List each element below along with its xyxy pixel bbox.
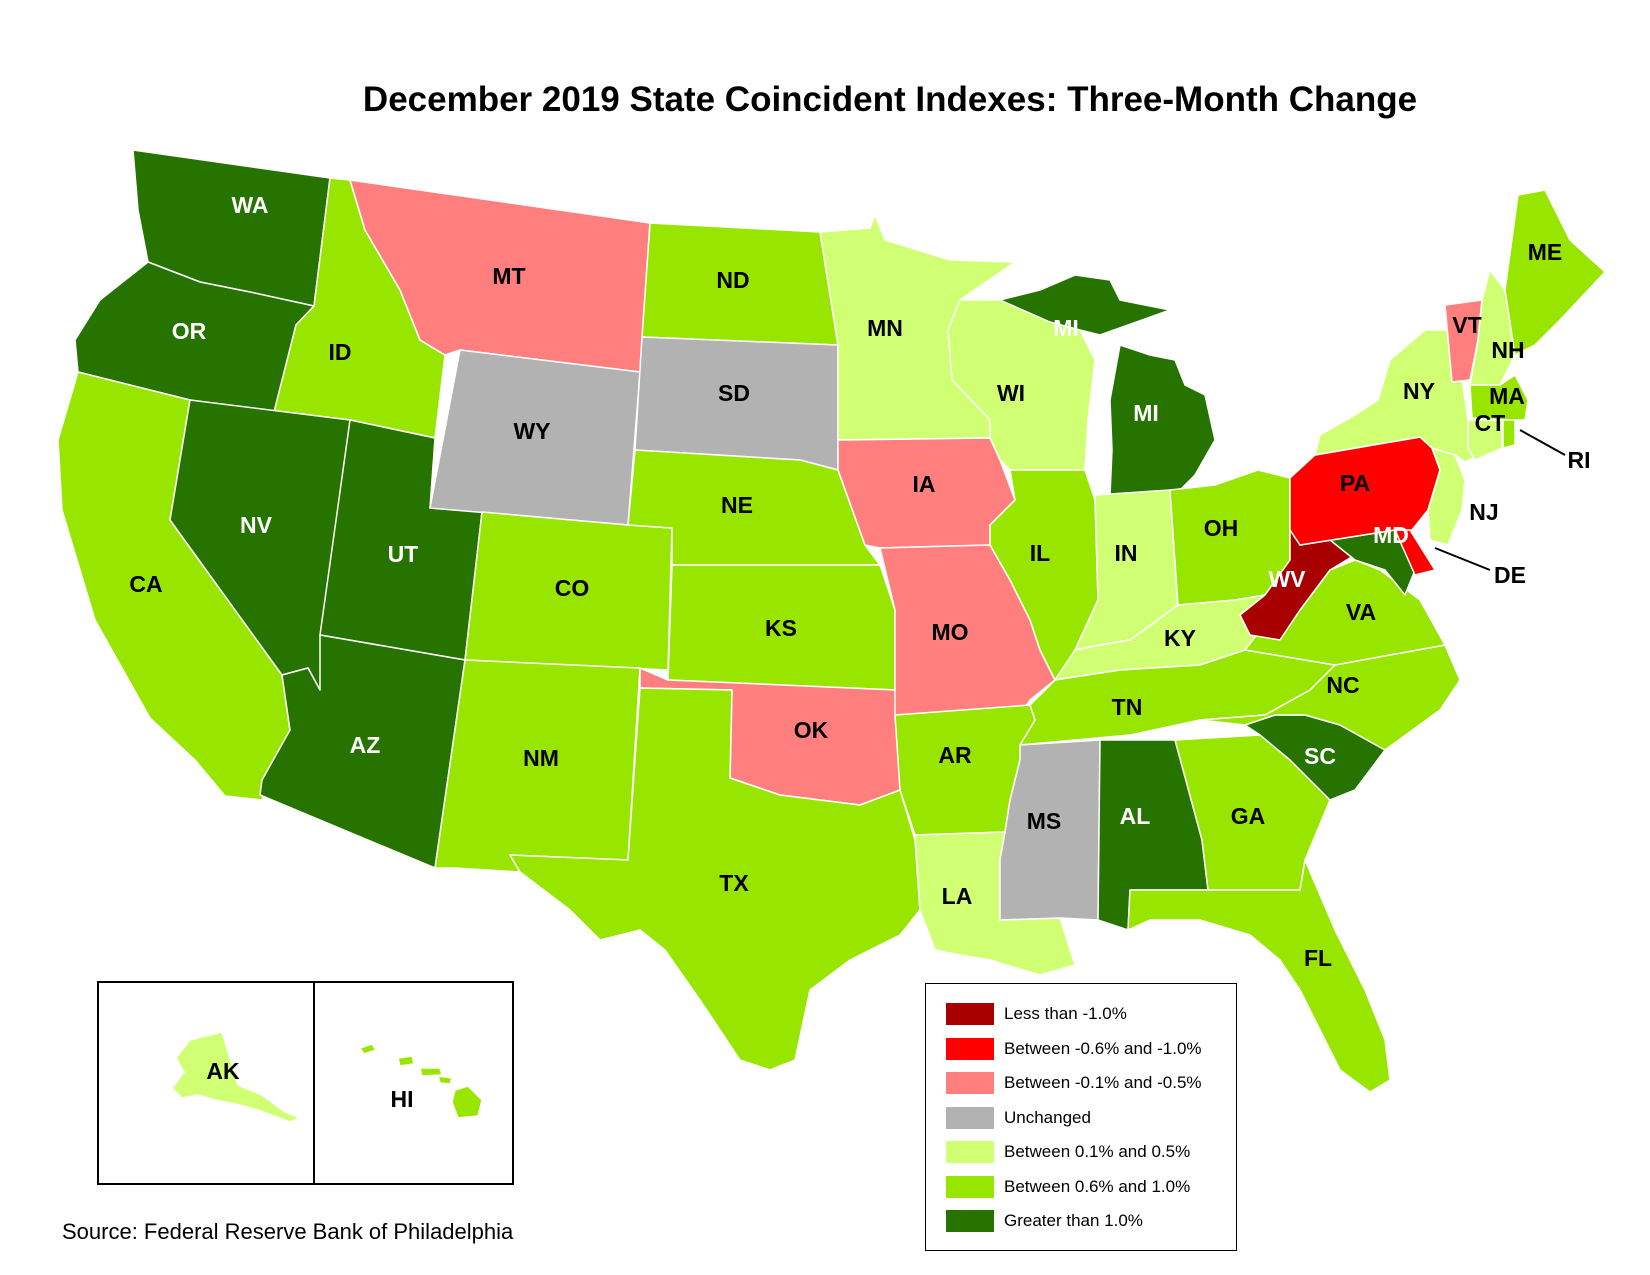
label-ny: NY [1403, 378, 1435, 404]
label-nh: NH [1491, 337, 1524, 363]
legend-item: Between -0.1% and -0.5% [946, 1071, 1202, 1095]
label-hi: HI [391, 1086, 414, 1112]
label-ia: IA [913, 471, 936, 497]
map-title: December 2019 State Coincident Indexes: … [362, 80, 1418, 119]
state-ri[interactable] [1502, 419, 1516, 449]
legend-label: Greater than 1.0% [1004, 1211, 1143, 1230]
label-mt: MT [492, 263, 525, 289]
label-co: CO [555, 575, 590, 601]
legend-swatch [946, 1175, 994, 1198]
legend-item: Between 0.6% and 1.0% [946, 1175, 1190, 1199]
label-ct: CT [1475, 410, 1506, 436]
label-al: AL [1120, 803, 1151, 829]
label-pa: PA [1340, 470, 1370, 496]
label-mi: MI [1053, 315, 1079, 341]
legend-swatch [946, 1003, 994, 1025]
legend-item: Between -0.6% and -1.0% [946, 1037, 1202, 1061]
label-me: ME [1528, 239, 1563, 265]
legend-label: Between -0.1% and -0.5% [1004, 1073, 1202, 1092]
state-ct[interactable] [1467, 419, 1503, 461]
label-nv: NV [240, 512, 273, 538]
state-mi[interactable] [1109, 344, 1216, 496]
label-nm: NM [523, 745, 559, 771]
legend-swatch [946, 1072, 994, 1094]
label-sd: SD [718, 380, 750, 406]
label-ma: MA [1489, 383, 1525, 409]
state-nc[interactable] [1199, 644, 1461, 751]
label-tn: TN [1112, 694, 1143, 720]
legend-item: Between 0.1% and 0.5% [946, 1140, 1190, 1164]
state-me[interactable] [1504, 189, 1606, 356]
state-tx[interactable] [509, 687, 921, 1071]
legend-label: Between 0.6% and 1.0% [1004, 1176, 1191, 1196]
label-mn: MN [867, 315, 903, 341]
legend-swatch [946, 1106, 994, 1129]
legend-label: Unchanged [1004, 1107, 1091, 1127]
label-id: ID [329, 339, 352, 365]
label-ky: KY [1164, 625, 1196, 651]
label-mo: MO [931, 619, 968, 645]
state-fl[interactable] [1127, 859, 1391, 1093]
label-in: IN [1115, 540, 1138, 566]
label-va: VA [1346, 599, 1376, 625]
state-co[interactable] [464, 511, 673, 671]
label-ne: NE [721, 492, 753, 518]
label-oh: OH [1204, 515, 1239, 541]
state-ma[interactable] [1469, 374, 1529, 421]
source-note: Source: Federal Reserve Bank of Philadel… [62, 1219, 514, 1244]
label-wi: WI [997, 380, 1025, 406]
label-md: MD [1373, 522, 1409, 548]
state-mi-upper[interactable] [999, 274, 1171, 336]
label-de: DE [1494, 562, 1526, 588]
label-ca: CA [129, 571, 162, 597]
legend-swatch [946, 1141, 994, 1163]
label-ks: KS [765, 615, 797, 641]
label-wv: WV [1268, 566, 1306, 592]
legend-item: Greater than 1.0% [946, 1209, 1143, 1233]
state-nj[interactable] [1427, 447, 1466, 546]
state-ak[interactable] [171, 1031, 301, 1123]
label-ms: MS [1027, 808, 1062, 834]
ri-leader-line [1519, 429, 1566, 456]
label-tx: TX [719, 870, 749, 896]
label-ri: RI [1568, 447, 1591, 473]
legend-item: Unchanged [946, 1106, 1091, 1130]
legend: Less than -1.0% Between -0.6% and -1.0% Be… [925, 983, 1237, 1251]
label-ok: OK [794, 717, 829, 743]
label-nc: NC [1326, 672, 1359, 698]
label-wa: WA [231, 192, 268, 218]
label-az: AZ [350, 732, 381, 758]
label-fl: FL [1304, 945, 1332, 971]
label-ak: AK [206, 1058, 240, 1084]
label-il: IL [1030, 540, 1050, 566]
state-nh[interactable] [1469, 269, 1516, 386]
legend-swatch [946, 1037, 994, 1060]
de-leader-line [1434, 547, 1491, 571]
legend-item: Less than -1.0% [946, 1002, 1127, 1026]
inset-frame [97, 981, 514, 1185]
label-ar: AR [938, 742, 972, 768]
label-ut: UT [388, 541, 419, 567]
legend-swatch [946, 1210, 994, 1232]
legend-label: Between 0.1% and 0.5% [1004, 1142, 1191, 1161]
label-ga: GA [1231, 803, 1266, 829]
label-nd: ND [716, 267, 749, 293]
label-wy: WY [513, 418, 550, 444]
label-vt: VT [1452, 312, 1481, 338]
label-nj: NJ [1469, 499, 1498, 525]
state-ny[interactable] [1314, 329, 1491, 463]
label-sc: SC [1304, 743, 1336, 769]
legend-label: Between -0.6% and -1.0% [1004, 1038, 1202, 1058]
state-hi-group[interactable] [359, 1043, 483, 1119]
state-wv[interactable] [1239, 529, 1356, 641]
label-or: OR [172, 318, 207, 344]
legend-label: Less than -1.0% [1004, 1004, 1127, 1023]
label-la: LA [942, 883, 973, 909]
label-mi: MI [1133, 400, 1159, 426]
